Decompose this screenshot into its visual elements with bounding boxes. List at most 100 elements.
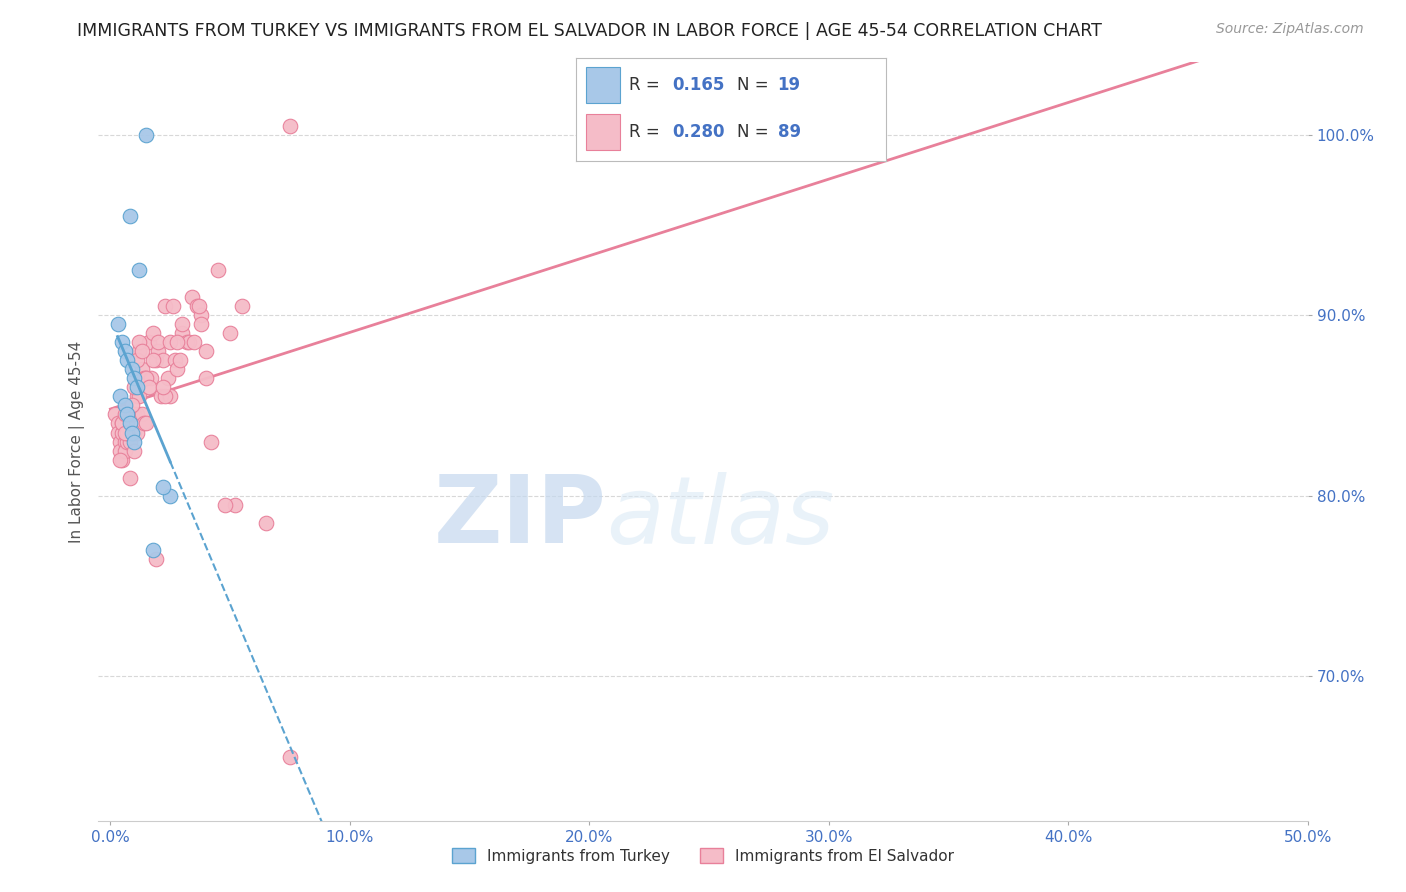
Point [135, 128, 157, 142]
Point [114, 434, 136, 449]
Point [111, 452, 134, 467]
Point [108, 389, 131, 403]
Point [166, 335, 188, 350]
Point [118, 408, 141, 422]
Text: N =: N = [737, 123, 775, 141]
Point [107, 425, 129, 440]
Point [156, 371, 179, 385]
Point [125, 425, 148, 440]
Point [118, 434, 141, 449]
Point [118, 209, 141, 223]
Point [142, 326, 165, 341]
Point [114, 408, 136, 422]
Point [195, 344, 218, 359]
Point [142, 353, 165, 368]
Point [111, 335, 134, 350]
Point [114, 417, 136, 431]
Point [124, 425, 146, 440]
Point [155, 389, 177, 403]
Point [138, 335, 160, 350]
Point [180, 290, 202, 304]
Point [159, 489, 181, 503]
Point [115, 425, 138, 440]
Text: atlas: atlas [606, 472, 835, 563]
Point [190, 308, 212, 322]
Text: N =: N = [737, 76, 775, 94]
Point [108, 443, 131, 458]
Point [115, 408, 138, 422]
Point [200, 434, 222, 449]
Point [108, 434, 131, 449]
Y-axis label: In Labor Force | Age 45-54: In Labor Force | Age 45-54 [69, 341, 84, 542]
Point [135, 371, 157, 385]
Point [132, 371, 155, 385]
Point [142, 542, 165, 557]
Point [128, 389, 150, 403]
Text: R =: R = [628, 76, 665, 94]
Point [124, 408, 146, 422]
Text: 89: 89 [778, 123, 800, 141]
Point [148, 344, 170, 359]
Point [278, 750, 301, 764]
Point [131, 344, 153, 359]
Point [125, 380, 148, 394]
Point [125, 389, 148, 403]
Point [172, 317, 194, 331]
Point [115, 425, 138, 440]
Point [121, 362, 143, 376]
Point [145, 552, 167, 566]
Point [124, 380, 146, 394]
Point [135, 417, 157, 431]
Point [118, 417, 141, 431]
Text: IMMIGRANTS FROM TURKEY VS IMMIGRANTS FROM EL SALVADOR IN LABOR FORCE | AGE 45-54: IMMIGRANTS FROM TURKEY VS IMMIGRANTS FRO… [77, 22, 1102, 40]
Point [108, 452, 131, 467]
Point [124, 434, 146, 449]
Point [135, 371, 157, 385]
Point [125, 353, 148, 368]
Point [111, 425, 134, 440]
Point [183, 335, 205, 350]
Point [186, 299, 208, 313]
Point [114, 344, 136, 359]
Point [152, 380, 174, 394]
Point [176, 335, 198, 350]
FancyBboxPatch shape [586, 67, 620, 103]
Point [190, 317, 212, 331]
Point [214, 498, 236, 512]
Point [128, 263, 150, 277]
Point [118, 425, 141, 440]
Point [254, 516, 277, 530]
Point [118, 470, 141, 484]
Point [162, 299, 184, 313]
Text: Source: ZipAtlas.com: Source: ZipAtlas.com [1216, 22, 1364, 37]
Point [149, 389, 172, 403]
Text: ZIP: ZIP [433, 471, 606, 564]
Point [114, 443, 136, 458]
Point [155, 299, 177, 313]
Point [107, 317, 129, 331]
Point [278, 119, 301, 133]
Point [104, 408, 127, 422]
Point [121, 425, 143, 440]
Text: 0.165: 0.165 [672, 76, 724, 94]
Point [132, 417, 155, 431]
Point [172, 326, 194, 341]
Point [195, 371, 218, 385]
Point [115, 353, 138, 368]
Point [166, 362, 188, 376]
Text: R =: R = [628, 123, 665, 141]
Point [124, 371, 146, 385]
Point [131, 408, 153, 422]
Point [114, 399, 136, 413]
Point [128, 335, 150, 350]
Point [114, 425, 136, 440]
Point [159, 335, 181, 350]
Point [188, 299, 211, 313]
Point [148, 335, 170, 350]
Point [169, 353, 191, 368]
Point [179, 335, 201, 350]
Point [107, 417, 129, 431]
Point [125, 408, 148, 422]
Point [207, 263, 229, 277]
Text: 0.280: 0.280 [672, 123, 725, 141]
